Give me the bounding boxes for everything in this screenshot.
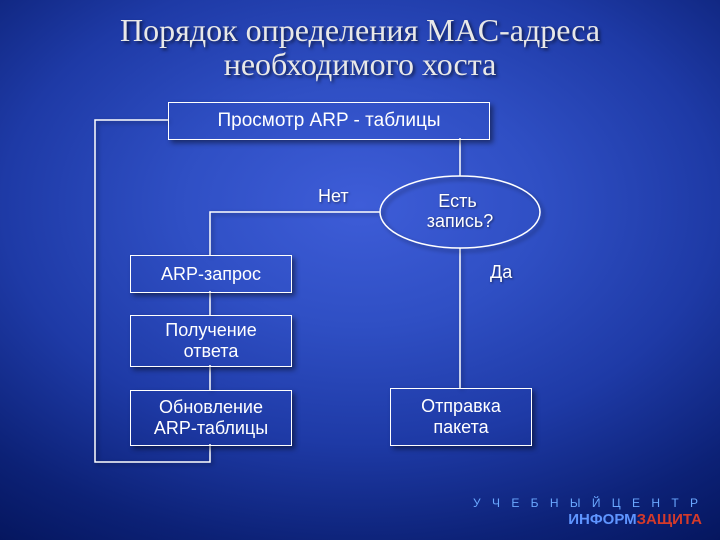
update-l1: Обновление — [159, 397, 263, 417]
logo-bottom: ИНФОРМЗАЩИТА — [473, 511, 702, 528]
slide: { "title": { "line1": "Порядок определен… — [0, 0, 720, 540]
edge-no — [210, 212, 380, 255]
logo-top: У Ч Е Б Н Ы Й Ц Е Н Т Р — [473, 497, 702, 511]
recv-l2: ответа — [184, 341, 239, 361]
logo-zashchita: ЗАЩИТА — [637, 511, 702, 528]
flow-edges: Есть запись? — [0, 0, 720, 540]
node-arp-request: ARP-запрос — [130, 255, 292, 293]
node-update: Обновление ARP-таблицы — [130, 390, 292, 446]
node-send: Отправка пакета — [390, 388, 532, 446]
decision-text: Есть запись? — [427, 191, 493, 231]
send-l2: пакета — [433, 417, 488, 437]
recv-l1: Получение — [165, 320, 256, 340]
node-arpreq-text: ARP-запрос — [161, 264, 261, 285]
label-no: Нет — [318, 186, 349, 207]
decision-line2: запись? — [427, 211, 493, 231]
node-receive: Получение ответа — [130, 315, 292, 367]
logo: У Ч Е Б Н Ы Й Ц Е Н Т Р ИНФОРМЗАЩИТА — [473, 497, 702, 528]
update-l2: ARP-таблицы — [154, 418, 268, 438]
node-lookup: Просмотр ARP - таблицы — [168, 102, 490, 140]
send-l1: Отправка — [421, 396, 501, 416]
label-yes: Да — [490, 262, 512, 283]
decision-line1: Есть — [438, 191, 476, 211]
node-lookup-text: Просмотр ARP - таблицы — [218, 110, 441, 132]
logo-inform: ИНФОРМ — [568, 511, 636, 528]
